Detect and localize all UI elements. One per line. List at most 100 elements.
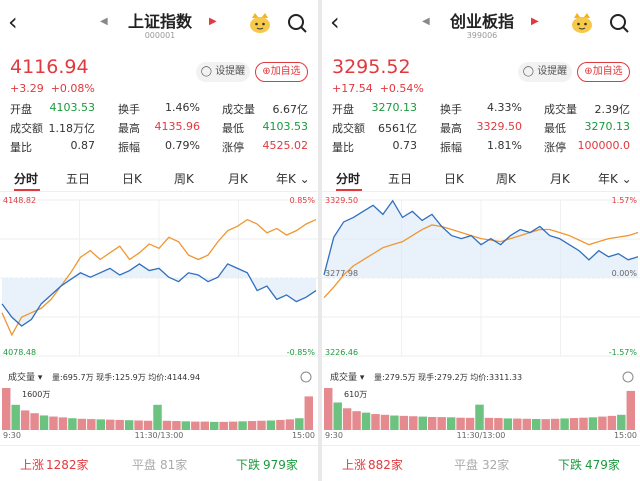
stat-label: 涨停 — [222, 141, 244, 154]
change-percent: +0.54% — [379, 82, 424, 95]
volume-bar — [560, 418, 569, 430]
intraday-chart[interactable]: 3329.50 3226.46 1.57% -1.57% 3277.98 0.00% — [322, 192, 640, 364]
stat-label: 振幅 — [118, 141, 140, 154]
up-count: 882家 — [368, 458, 403, 472]
volume-bar — [569, 418, 579, 430]
stat-label: 量比 — [10, 141, 32, 154]
volume-bar — [276, 419, 285, 430]
volume-bar — [266, 420, 276, 430]
up-label: 上涨 — [20, 458, 45, 472]
avg-price-line — [323, 224, 639, 299]
volume-bar — [295, 418, 304, 430]
change-value: +3.29 — [10, 82, 44, 95]
stat-value: 0.79% — [165, 139, 200, 152]
mascot-icon[interactable] — [570, 12, 594, 34]
set-reminder-button[interactable]: ◯ 设提醒 — [196, 62, 250, 82]
avg-price-line — [1, 218, 317, 337]
tab-2[interactable]: 日K — [444, 172, 464, 186]
volume-bar — [371, 414, 380, 430]
add-watchlist-button[interactable]: ⊕加自选 — [577, 62, 630, 82]
volume-info: 量:279.5万 现手:279.2万 均价:3311.33 — [374, 372, 522, 382]
stat-value: 2.39亿 — [594, 103, 631, 116]
back-icon[interactable]: ‹ — [8, 8, 18, 36]
tab-5[interactable]: 年K ⌄ — [276, 172, 310, 186]
volume-bar — [143, 420, 153, 430]
tab-1[interactable]: 五日 — [388, 172, 413, 186]
tab-5[interactable]: 年K ⌄ — [598, 172, 632, 186]
volume-bar — [68, 418, 77, 430]
stat-label: 量比 — [332, 141, 354, 154]
plus-icon: ⊕ — [584, 66, 593, 77]
stat-label: 成交量 — [222, 103, 255, 116]
plus-icon: ⊕ — [262, 66, 271, 77]
volume-bar — [304, 396, 313, 430]
volume-bar — [390, 415, 399, 430]
stat-label: 涨停 — [544, 141, 566, 154]
price-area — [324, 200, 638, 278]
time-label: 9:30 — [325, 431, 343, 440]
volume-bar — [532, 418, 541, 430]
tab-1[interactable]: 五日 — [66, 172, 91, 186]
tab-4[interactable]: 月K — [550, 172, 570, 186]
stat-label: 最低 — [222, 122, 244, 135]
volume-bar — [579, 417, 588, 430]
volume-bar — [588, 417, 598, 430]
back-icon[interactable]: ‹ — [330, 8, 340, 36]
next-index-icon[interactable]: ▶ — [531, 16, 539, 27]
mascot-icon[interactable] — [248, 12, 272, 34]
tab-4[interactable]: 月K — [228, 172, 248, 186]
tab-0[interactable]: 分时 — [336, 172, 361, 186]
volume-bar — [484, 417, 494, 430]
volume-bar — [2, 388, 11, 430]
search-icon[interactable] — [286, 12, 308, 34]
set-reminder-button[interactable]: ◯ 设提醒 — [518, 62, 572, 82]
add-watchlist-label: 加自选 — [270, 66, 301, 77]
volume-bar — [598, 416, 607, 430]
up-count: 1282家 — [46, 458, 89, 472]
volume-bar — [39, 415, 49, 430]
tab-3[interactable]: 周K — [174, 172, 194, 186]
pct-mid-label: 0.00% — [612, 269, 638, 278]
volume-bar — [162, 420, 172, 430]
tab-0[interactable]: 分时 — [14, 172, 39, 186]
next-index-icon[interactable]: ▶ — [209, 16, 217, 27]
down-count: 479家 — [585, 458, 620, 472]
current-price: 4116.94 — [10, 56, 89, 78]
stat-value: 4135.96 — [154, 120, 201, 133]
volume-bar — [257, 420, 266, 430]
down-count: 979家 — [263, 458, 298, 472]
settings-icon — [300, 371, 312, 383]
volume-chart[interactable]: 成交量 ▾ 量:279.5万 现手:279.2万 均价:3311.33 610万 9:… — [322, 366, 640, 440]
intraday-chart[interactable]: 4148.82 4078.48 0.85% -0.85% — [0, 192, 318, 364]
add-watchlist-label: 加自选 — [592, 66, 623, 77]
search-icon[interactable] — [608, 12, 630, 34]
stat-label: 换手 — [440, 103, 462, 116]
volume-bar — [49, 416, 58, 430]
volume-bar — [210, 421, 219, 430]
add-watchlist-button[interactable]: ⊕加自选 — [255, 62, 308, 82]
volume-bar — [324, 388, 333, 430]
stat-label: 开盘 — [10, 103, 32, 116]
settings-icon — [622, 371, 634, 383]
volume-bar — [428, 416, 437, 430]
volume-bar — [96, 419, 105, 430]
tab-3[interactable]: 周K — [496, 172, 516, 186]
up-label: 上涨 — [342, 458, 367, 472]
market-breadth: 上涨 882家 平盘 32家 下跌 479家 — [322, 445, 640, 481]
stat-label: 成交量 — [544, 103, 577, 116]
volume-bar — [333, 402, 342, 430]
volume-bar — [418, 416, 427, 430]
chart-tabs: 分时 五日 日K 周K 月K 年K ⌄ — [0, 164, 318, 192]
prev-index-icon[interactable]: ◀ — [100, 16, 108, 27]
set-reminder-label: 设提醒 — [215, 66, 246, 77]
volume-bar — [456, 417, 465, 430]
market-breadth: 上涨 1282家 平盘 81家 下跌 979家 — [0, 445, 318, 481]
stat-label: 最高 — [118, 122, 140, 135]
prev-index-icon[interactable]: ◀ — [422, 16, 430, 27]
volume-bar — [106, 419, 115, 430]
stat-value: 3270.13 — [371, 101, 418, 114]
tab-2[interactable]: 日K — [122, 172, 142, 186]
volume-bar — [87, 419, 96, 430]
volume-bar — [342, 408, 352, 430]
